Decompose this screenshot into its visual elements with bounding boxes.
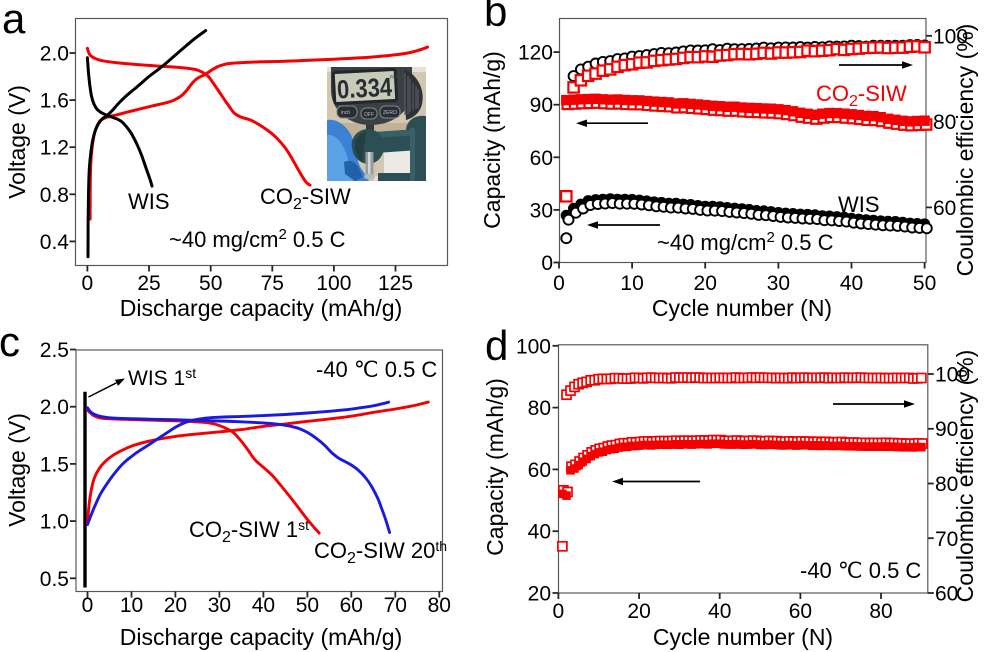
svg-text:~40 mg/cm2 0.5 C: ~40 mg/cm2 0.5 C — [657, 229, 834, 255]
svg-text:a: a — [2, 0, 26, 42]
svg-text:Capacity (mAh/g): Capacity (mAh/g) — [479, 51, 505, 229]
svg-text:30: 30 — [530, 199, 553, 222]
svg-text:20: 20 — [627, 600, 650, 623]
svg-text:Capacity (mAh/g): Capacity (mAh/g) — [482, 378, 508, 556]
svg-text:c: c — [0, 318, 20, 365]
svg-text:0: 0 — [553, 272, 565, 295]
svg-text:40: 40 — [840, 272, 863, 295]
svg-text:60: 60 — [935, 583, 958, 606]
svg-text:100: 100 — [933, 25, 968, 48]
svg-text:80: 80 — [528, 397, 551, 420]
svg-text:80: 80 — [428, 594, 451, 617]
svg-text:WIS 1st: WIS 1st — [128, 365, 196, 390]
svg-text:90: 90 — [935, 418, 958, 441]
svg-text:-40 ℃ 0.5 C: -40 ℃ 0.5 C — [316, 357, 437, 382]
svg-text:0: 0 — [553, 600, 565, 623]
svg-text:b: b — [484, 0, 507, 35]
svg-text:1.5: 1.5 — [40, 453, 69, 476]
svg-text:50: 50 — [199, 272, 222, 295]
svg-text:10: 10 — [620, 272, 643, 295]
svg-text:Voltage (V): Voltage (V) — [4, 85, 30, 199]
svg-text:inch: inch — [341, 110, 350, 116]
svg-text:20: 20 — [694, 272, 717, 295]
svg-text:Voltage (V): Voltage (V) — [4, 413, 30, 527]
svg-text:80: 80 — [869, 600, 892, 623]
svg-text:1.0: 1.0 — [40, 511, 69, 534]
svg-text:80: 80 — [935, 473, 958, 496]
svg-text:60: 60 — [340, 594, 363, 617]
svg-text:60: 60 — [933, 197, 956, 220]
svg-text:125: 125 — [378, 272, 413, 295]
svg-text:40: 40 — [528, 521, 551, 544]
svg-text:d: d — [485, 322, 508, 369]
svg-text:10: 10 — [120, 594, 143, 617]
svg-text:~40 mg/cm2 0.5 C: ~40 mg/cm2 0.5 C — [169, 226, 346, 252]
svg-text:2.0: 2.0 — [40, 396, 69, 419]
svg-text:CO2-SIW 1st: CO2-SIW 1st — [189, 517, 309, 546]
svg-text:1.6: 1.6 — [40, 90, 69, 113]
svg-text:30: 30 — [767, 272, 790, 295]
svg-text:Cycle number (N): Cycle number (N) — [652, 295, 832, 321]
svg-text:1.2: 1.2 — [40, 137, 69, 160]
svg-text:100: 100 — [935, 364, 970, 387]
svg-text:mm: mm — [389, 74, 399, 81]
svg-text:60: 60 — [528, 459, 551, 482]
svg-text:Cycle number (N): Cycle number (N) — [653, 624, 833, 650]
svg-text:0: 0 — [541, 252, 553, 275]
svg-text:30: 30 — [208, 594, 231, 617]
svg-text:40: 40 — [708, 600, 731, 623]
svg-text:Coulombic efficiency (%): Coulombic efficiency (%) — [952, 24, 978, 277]
svg-text:CO2-SIW 20th: CO2-SIW 20th — [314, 538, 447, 567]
svg-text:WIS: WIS — [838, 192, 880, 217]
svg-text:20: 20 — [528, 583, 551, 606]
svg-text:70: 70 — [384, 594, 407, 617]
svg-text:100: 100 — [516, 335, 551, 358]
svg-text:CO2-SIW: CO2-SIW — [816, 81, 907, 110]
svg-text:Discharge capacity (mAh/g): Discharge capacity (mAh/g) — [120, 295, 403, 321]
svg-text:60: 60 — [530, 147, 553, 170]
svg-text:70: 70 — [935, 528, 958, 551]
svg-text:75: 75 — [261, 272, 284, 295]
svg-text:2.0: 2.0 — [40, 43, 69, 66]
svg-text:50: 50 — [296, 594, 319, 617]
svg-text:40: 40 — [252, 594, 275, 617]
svg-text:120: 120 — [518, 42, 553, 65]
svg-text:0.8: 0.8 — [40, 184, 69, 207]
svg-text:0: 0 — [82, 272, 94, 295]
svg-text:25: 25 — [137, 272, 160, 295]
svg-text:Discharge capacity (mAh/g): Discharge capacity (mAh/g) — [120, 624, 403, 650]
svg-text:ZERO: ZERO — [383, 110, 397, 116]
svg-text:0.334: 0.334 — [336, 72, 393, 105]
svg-text:OFF: OFF — [364, 112, 374, 118]
svg-text:60: 60 — [789, 600, 812, 623]
svg-text:100: 100 — [316, 272, 351, 295]
svg-text:80: 80 — [933, 111, 956, 134]
svg-text:WIS: WIS — [128, 189, 170, 214]
svg-text:-40 ℃ 0.5 C: -40 ℃ 0.5 C — [800, 558, 921, 583]
svg-text:0.4: 0.4 — [40, 231, 70, 254]
svg-text:Coulombic efficiency (%): Coulombic efficiency (%) — [952, 350, 978, 603]
svg-text:0: 0 — [82, 594, 94, 617]
svg-text:50: 50 — [913, 272, 936, 295]
svg-text:0.5: 0.5 — [40, 568, 69, 591]
svg-text:90: 90 — [530, 94, 553, 117]
svg-text:2.5: 2.5 — [40, 339, 69, 362]
svg-text:20: 20 — [164, 594, 187, 617]
svg-text:CO2-SIW: CO2-SIW — [260, 184, 351, 213]
